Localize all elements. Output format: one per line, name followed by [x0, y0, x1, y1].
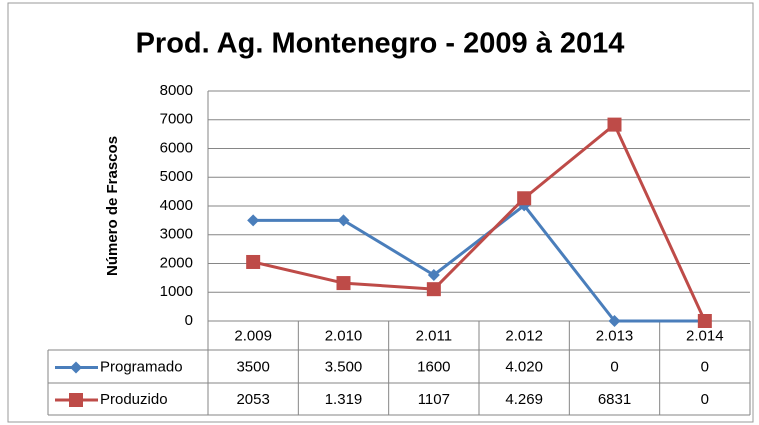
- table-value: 6831: [598, 391, 631, 408]
- y-tick-label: 1000: [160, 283, 193, 300]
- table-value: 0: [701, 391, 709, 408]
- y-axis-label: Número de Frascos: [104, 136, 121, 276]
- table-value: 1107: [418, 391, 450, 408]
- x-tick-label: 2.009: [234, 327, 272, 344]
- legend-key-marker: [69, 393, 83, 407]
- y-tick-label: 0: [185, 312, 193, 329]
- table-value: 3500: [236, 358, 269, 375]
- x-tick-label: 2.014: [686, 327, 724, 344]
- marker: [608, 315, 621, 327]
- chart-title: Prod. Ag. Montenegro - 2009 à 2014: [136, 28, 625, 60]
- table-value: 0: [701, 358, 709, 375]
- legend-label: Programado: [100, 358, 183, 375]
- series-line: [252, 123, 707, 322]
- y-tick-label: 5000: [160, 168, 193, 185]
- marker: [607, 117, 622, 132]
- table-value: 3.500: [325, 358, 363, 375]
- y-tick-label: 6000: [160, 139, 193, 156]
- table-value: 4.269: [505, 391, 543, 408]
- table-value: 1600: [417, 358, 450, 375]
- table-value: 1.319: [325, 391, 363, 408]
- marker: [246, 254, 261, 269]
- marker: [247, 214, 260, 227]
- marker: [517, 191, 532, 206]
- y-tick-label: 7000: [160, 111, 193, 128]
- table-value: 0: [610, 358, 618, 375]
- marker: [427, 269, 440, 281]
- marker: [697, 314, 712, 328]
- y-tick-label: 4000: [160, 197, 193, 214]
- x-tick-label: 2.012: [505, 327, 543, 344]
- y-tick-label: 3000: [160, 226, 193, 243]
- table-value: 2053: [236, 391, 269, 408]
- marker: [336, 276, 351, 291]
- x-tick-label: 2.011: [416, 327, 452, 344]
- marker: [337, 214, 350, 227]
- marker: [426, 282, 441, 297]
- y-tick-label: 8000: [160, 82, 193, 99]
- x-tick-label: 2.010: [325, 327, 363, 344]
- legend-label: Produzido: [100, 391, 168, 408]
- y-tick-label: 2000: [160, 254, 193, 271]
- x-tick-label: 2.013: [596, 327, 634, 344]
- series-line: [253, 203, 705, 323]
- legend-key-marker: [70, 361, 82, 374]
- chart-frame: [7, 2, 754, 423]
- table-value: 4.020: [505, 358, 543, 375]
